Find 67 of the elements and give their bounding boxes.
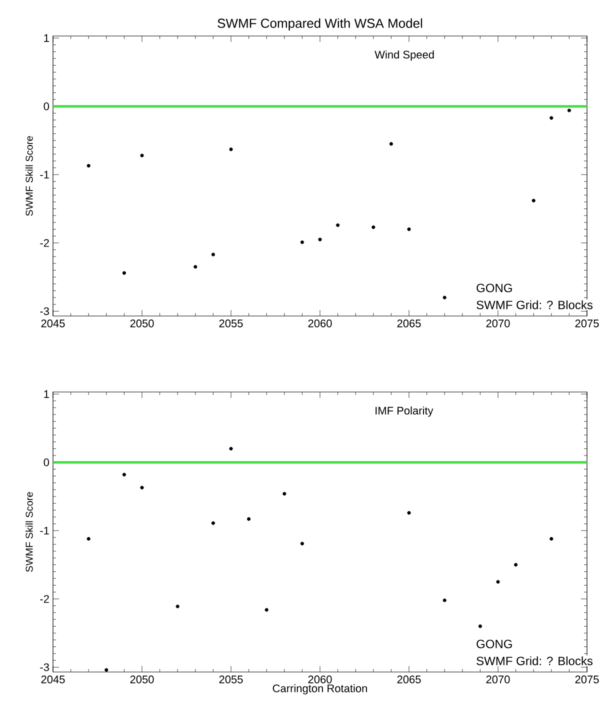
- point: [496, 580, 500, 584]
- point: [407, 511, 411, 515]
- point: [442, 598, 446, 602]
- x-tick-label: 2075: [575, 676, 599, 684]
- y-tick-label: 0: [44, 458, 50, 466]
- point: [532, 198, 536, 202]
- y-tick-label: -3: [40, 663, 49, 672]
- y-axis-title: SWMF Skill Score: [25, 492, 33, 572]
- y-tick-label: 1: [44, 390, 49, 398]
- annotation: SWMF Grid: ? Blocks: [476, 656, 593, 666]
- point: [550, 116, 554, 120]
- point: [104, 668, 108, 672]
- x-tick-label: 2050: [130, 320, 154, 328]
- point: [336, 223, 340, 227]
- x-tick-label: 2060: [308, 676, 332, 684]
- x-tick-label: 2070: [486, 320, 510, 328]
- point: [122, 271, 126, 275]
- point: [176, 604, 180, 608]
- point: [514, 562, 518, 567]
- y-axis-title: SWMF Skill Score: [25, 136, 33, 216]
- x-tick-label: 2070: [486, 676, 510, 684]
- x-tick-label: 2050: [130, 676, 154, 684]
- point: [372, 225, 376, 230]
- point: [478, 624, 482, 628]
- y-tick-label: 0: [44, 102, 50, 110]
- point: [318, 238, 322, 242]
- x-tick-label: 2055: [219, 320, 243, 328]
- point: [86, 164, 90, 168]
- point: [86, 537, 90, 541]
- point: [194, 265, 198, 269]
- annotation: GONG: [476, 640, 512, 648]
- point: [389, 142, 394, 146]
- point: [300, 542, 304, 546]
- y-tick-label: -1: [40, 170, 49, 178]
- x-tick-label: 2065: [397, 676, 421, 684]
- annotation: SWMF Grid: ? Blocks: [476, 300, 593, 310]
- point: [247, 517, 251, 521]
- y-tick-label: -3: [40, 307, 49, 316]
- annotation: Wind Speed: [374, 50, 434, 61]
- point: [567, 108, 572, 112]
- point: [442, 296, 446, 300]
- y-tick-label: 1: [44, 34, 49, 42]
- point: [282, 492, 286, 496]
- x-tick-label: 2060: [308, 320, 332, 328]
- annotation: IMF Polarity: [376, 406, 434, 417]
- y-tick-label: -2: [40, 239, 49, 247]
- chart-title: SWMF Compared With WSA Model: [218, 18, 422, 30]
- x-tick-label: 2045: [41, 676, 65, 684]
- point: [122, 472, 126, 476]
- point: [140, 486, 144, 490]
- point: [264, 608, 268, 612]
- annotation: GONG: [476, 284, 512, 292]
- y-tick-label: -1: [40, 526, 49, 534]
- x-tick-label: 2055: [219, 676, 243, 684]
- y-tick-label: -2: [40, 595, 49, 603]
- point: [211, 252, 215, 256]
- point: [550, 537, 554, 541]
- x-tick-label: 2075: [575, 320, 599, 328]
- point: [211, 521, 215, 525]
- point: [407, 227, 411, 232]
- point: [300, 240, 304, 244]
- point: [229, 446, 233, 450]
- x-tick-label: 2065: [397, 320, 421, 328]
- point: [140, 154, 144, 158]
- x-tick-label: 2045: [41, 320, 65, 328]
- point: [229, 148, 233, 152]
- x-axis-title: Carrington Rotation: [272, 684, 367, 694]
